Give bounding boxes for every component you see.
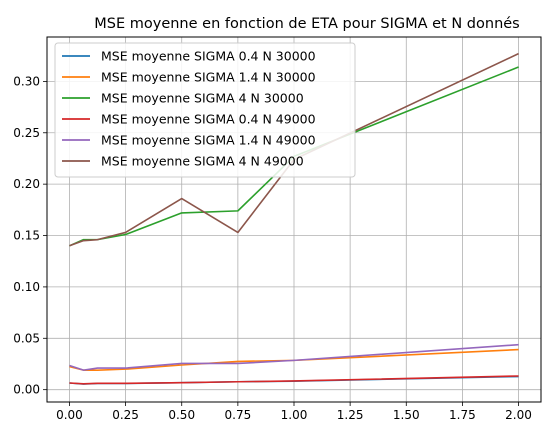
x-tick-label: 1.50	[393, 408, 420, 422]
chart-title: MSE moyenne en fonction de ETA pour SIGM…	[94, 16, 519, 32]
y-tick-label: 0.00	[13, 383, 40, 397]
legend-label-3: MSE moyenne SIGMA 4 N 30000	[101, 91, 304, 106]
legend-label-6: MSE moyenne SIGMA 4 N 49000	[101, 154, 304, 169]
legend-label-2: MSE moyenne SIGMA 1.4 N 30000	[101, 70, 316, 85]
y-tick-label: 0.05	[13, 331, 40, 345]
x-tick-label: 1.75	[449, 408, 476, 422]
y-tick-label: 0.25	[13, 126, 40, 140]
y-tick-label: 0.10	[13, 280, 40, 294]
legend-label-1: MSE moyenne SIGMA 0.4 N 30000	[101, 49, 316, 64]
y-tick-label: 0.15	[13, 229, 40, 243]
x-tick-label: 0.75	[225, 408, 252, 422]
legend: MSE moyenne SIGMA 0.4 N 30000 MSE moyenne…	[55, 43, 355, 177]
legend-label-5: MSE moyenne SIGMA 1.4 N 49000	[101, 133, 316, 148]
x-tick-label: 0.25	[112, 408, 139, 422]
y-tick-label: 0.20	[13, 177, 40, 191]
legend-label-4: MSE moyenne SIGMA 0.4 N 49000	[101, 112, 316, 127]
x-tick-label: 0.50	[168, 408, 195, 422]
y-tick-label: 0.30	[13, 74, 40, 88]
x-tick-label: 2.00	[505, 408, 532, 422]
x-tick-label: 1.00	[281, 408, 308, 422]
x-tick-label: 1.25	[337, 408, 364, 422]
x-tick-label: 0.00	[56, 408, 83, 422]
